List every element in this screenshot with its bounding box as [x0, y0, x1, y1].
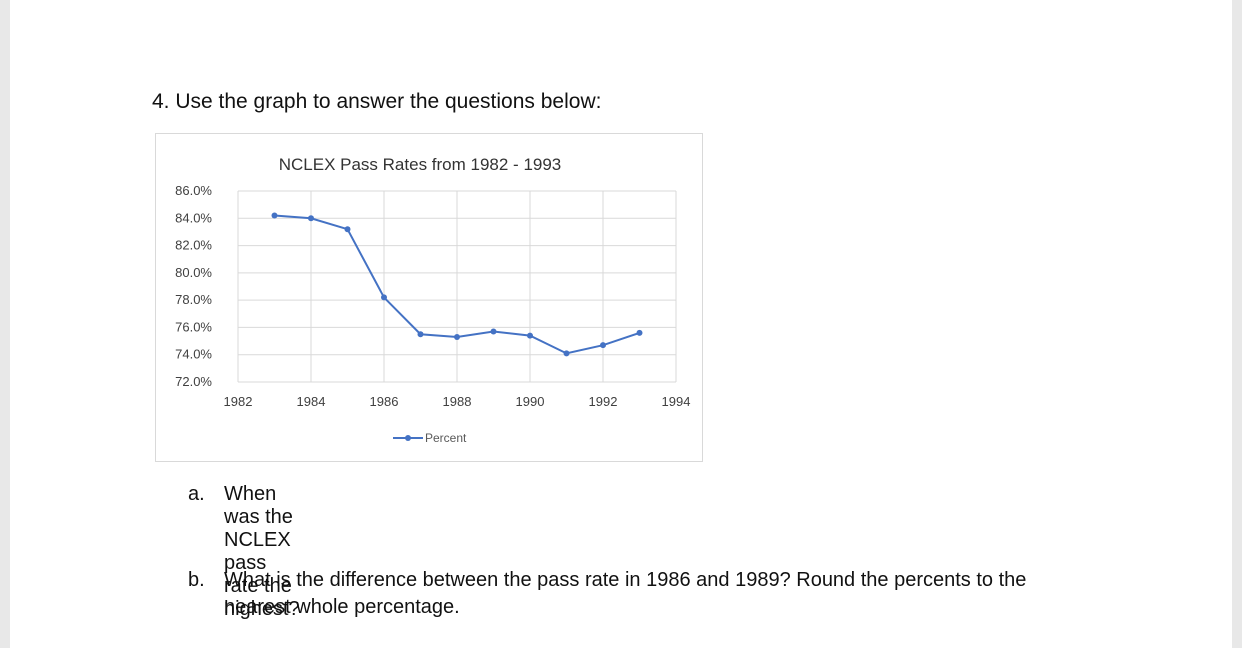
question-b-text: What is the difference between the pass … — [224, 569, 1027, 618]
data-point — [344, 226, 351, 233]
question-b-letter: b. — [188, 569, 205, 591]
legend-marker — [405, 435, 411, 441]
y-tick-label: 76.0% — [175, 319, 212, 334]
line-chart: NCLEX Pass Rates from 1982 - 1993 72.0% 7… — [175, 155, 691, 445]
document-page: 4. Use the graph to answer the questions… — [10, 0, 1232, 648]
x-tick-label: 1986 — [370, 394, 399, 409]
data-point — [454, 333, 460, 340]
x-tick-label: 1982 — [224, 394, 253, 409]
x-tick-label: 1988 — [443, 394, 472, 409]
x-tick-label: 1992 — [589, 394, 618, 409]
legend-label: Percent — [425, 431, 467, 445]
question-a-text: When was the NCLEX pass rate the highest… — [224, 483, 300, 620]
y-tick-label: 72.0% — [175, 374, 212, 389]
y-tick-label: 74.0% — [175, 347, 212, 362]
chart-container: NCLEX Pass Rates from 1982 - 1993 72.0% 7… — [155, 133, 703, 462]
y-tick-label: 78.0% — [175, 292, 212, 307]
y-tick-label: 84.0% — [175, 210, 212, 225]
data-point — [600, 342, 606, 349]
question-title: 4. Use the graph to answer the questions… — [152, 90, 602, 113]
data-point — [490, 328, 497, 335]
data-point — [636, 329, 643, 336]
data-point — [308, 215, 314, 222]
x-tick-label: 1994 — [662, 394, 691, 409]
y-tick-label: 80.0% — [175, 265, 212, 280]
y-tick-label: 82.0% — [175, 238, 212, 253]
x-tick-label: 1990 — [516, 394, 545, 409]
data-point — [417, 331, 424, 338]
data-point — [271, 212, 278, 219]
question-a-letter: a. — [188, 483, 205, 505]
data-point — [563, 350, 570, 357]
chart-title: NCLEX Pass Rates from 1982 - 1993 — [279, 155, 562, 174]
x-tick-label: 1984 — [297, 394, 326, 409]
data-point — [381, 294, 387, 301]
y-tick-label: 86.0% — [175, 183, 212, 198]
data-point — [527, 332, 533, 339]
